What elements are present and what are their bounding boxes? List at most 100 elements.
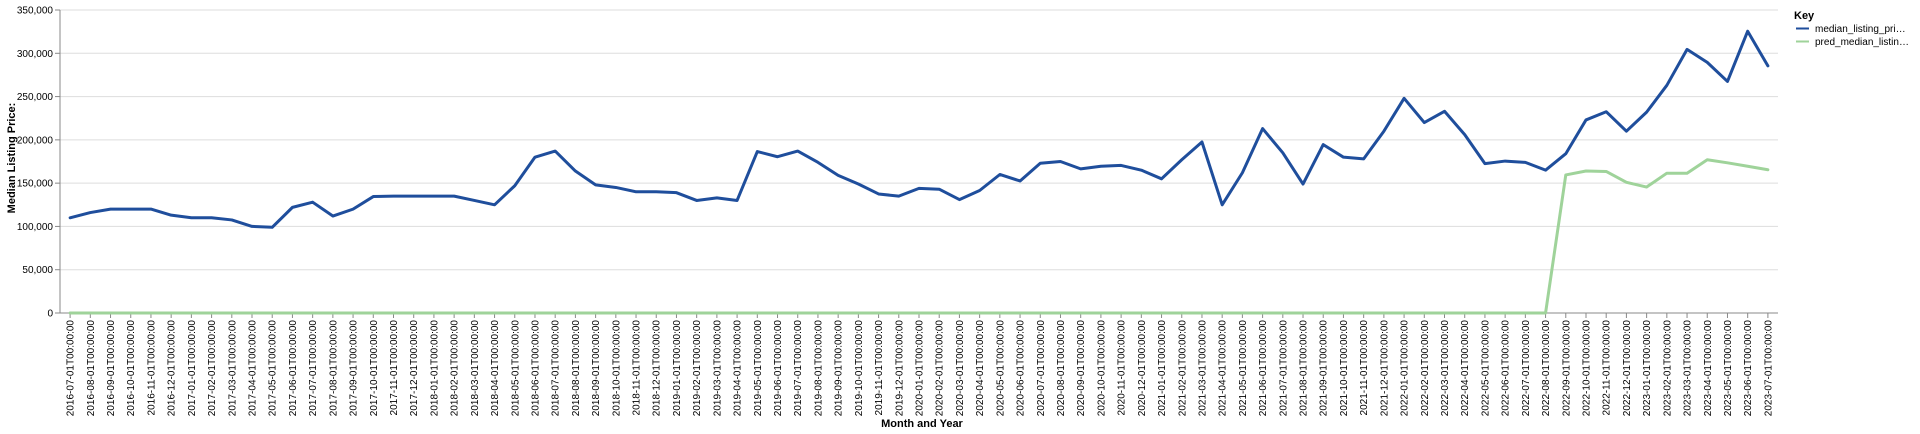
x-tick-label: 2021-06-01T00:00:00 xyxy=(1258,320,1269,417)
x-tick-label: 2023-05-01T00:00:00 xyxy=(1723,320,1734,417)
x-tick-label: 2020-04-01T00:00:00 xyxy=(975,320,986,417)
x-tick-label: 2017-09-01T00:00:00 xyxy=(349,320,360,417)
x-tick-label: 2022-04-01T00:00:00 xyxy=(1460,320,1471,417)
x-tick-label: 2017-10-01T00:00:00 xyxy=(369,320,380,417)
x-tick-label: 2022-01-01T00:00:00 xyxy=(1400,320,1411,417)
x-tick-label: 2022-06-01T00:00:00 xyxy=(1501,320,1512,417)
x-tick-label: 2020-06-01T00:00:00 xyxy=(1016,320,1027,417)
x-tick-label: 2018-07-01T00:00:00 xyxy=(551,320,562,417)
x-tick-label: 2018-09-01T00:00:00 xyxy=(591,320,602,417)
x-tick-label: 2018-02-01T00:00:00 xyxy=(450,320,461,417)
x-tick-label: 2019-12-01T00:00:00 xyxy=(894,320,905,417)
x-tick-label: 2022-05-01T00:00:00 xyxy=(1480,320,1491,417)
x-tick-label: 2017-05-01T00:00:00 xyxy=(268,320,279,417)
x-tick-label: 2022-07-01T00:00:00 xyxy=(1521,320,1532,417)
y-axis-title: Median Listing Price: xyxy=(6,103,18,214)
x-tick-label: 2021-08-01T00:00:00 xyxy=(1299,320,1310,417)
x-tick-label: 2020-03-01T00:00:00 xyxy=(955,320,966,417)
x-tick-label: 2018-06-01T00:00:00 xyxy=(530,320,541,417)
x-tick-label: 2022-02-01T00:00:00 xyxy=(1420,320,1431,417)
x-tick-label: 2016-12-01T00:00:00 xyxy=(167,320,178,417)
x-tick-label: 2019-09-01T00:00:00 xyxy=(834,320,845,417)
legend-title: Key xyxy=(1794,10,1815,22)
series-layer xyxy=(68,29,1770,315)
x-tick-label: 2017-12-01T00:00:00 xyxy=(409,320,420,417)
x-tick-label: 2017-06-01T00:00:00 xyxy=(288,320,299,417)
x-tick-label: 2019-05-01T00:00:00 xyxy=(753,320,764,417)
x-tick-label: 2022-09-01T00:00:00 xyxy=(1561,320,1572,417)
x-tick-label: 2022-08-01T00:00:00 xyxy=(1541,320,1552,417)
x-tick-label: 2022-12-01T00:00:00 xyxy=(1622,320,1633,417)
x-tick-label: 2021-02-01T00:00:00 xyxy=(1177,320,1188,417)
x-axis-title: Month and Year xyxy=(881,418,963,430)
x-tick-label: 2019-01-01T00:00:00 xyxy=(672,320,683,417)
x-tick-label: 2020-10-01T00:00:00 xyxy=(1096,320,1107,417)
x-tick-label: 2018-10-01T00:00:00 xyxy=(611,320,622,417)
x-tick-label: 2023-01-01T00:00:00 xyxy=(1642,320,1653,417)
y-tick-label: 350,000 xyxy=(17,6,54,17)
y-tick-label: 0 xyxy=(47,309,53,320)
x-tick-label: 2020-08-01T00:00:00 xyxy=(1056,320,1067,417)
x-tick-label: 2020-12-01T00:00:00 xyxy=(1137,320,1148,417)
x-tick-label: 2020-02-01T00:00:00 xyxy=(935,320,946,417)
x-tick-label: 2016-09-01T00:00:00 xyxy=(106,320,117,417)
x-tick-label: 2021-09-01T00:00:00 xyxy=(1319,320,1330,417)
x-tick-label: 2020-01-01T00:00:00 xyxy=(915,320,926,417)
x-tick-label: 2020-09-01T00:00:00 xyxy=(1076,320,1087,417)
x-tick-label: 2016-08-01T00:00:00 xyxy=(86,320,97,417)
x-tick-label: 2021-11-01T00:00:00 xyxy=(1359,320,1370,416)
x-tick-label: 2017-07-01T00:00:00 xyxy=(308,320,319,417)
x-tick-label: 2019-11-01T00:00:00 xyxy=(874,320,885,416)
x-tick-label: 2019-06-01T00:00:00 xyxy=(773,320,784,417)
x-tick-label: 2017-03-01T00:00:00 xyxy=(227,320,238,417)
x-tick-label: 2018-11-01T00:00:00 xyxy=(632,320,643,416)
x-tick-label: 2017-11-01T00:00:00 xyxy=(389,320,400,416)
y-tick-label: 100,000 xyxy=(17,222,54,233)
gridlines xyxy=(60,9,1778,314)
y-axis: 0 50,000 100,000 150,000 200,000 250,000 300,0… xyxy=(17,6,61,320)
x-tick-label: 2019-10-01T00:00:00 xyxy=(854,320,865,417)
x-tick-label: 2018-05-01T00:00:00 xyxy=(510,320,521,417)
x-tick-label: 2022-10-01T00:00:00 xyxy=(1581,320,1592,417)
x-tick-label: 2016-10-01T00:00:00 xyxy=(126,320,137,417)
x-tick-label: 2020-11-01T00:00:00 xyxy=(1117,320,1128,416)
x-tick-label: 2021-04-01T00:00:00 xyxy=(1218,320,1229,417)
x-tick-label: 2023-02-01T00:00:00 xyxy=(1662,320,1673,417)
y-tick-label: 300,000 xyxy=(17,49,54,60)
x-tick-label: 2016-07-01T00:00:00 xyxy=(66,320,77,417)
legend-label-2: pred_median_listin… xyxy=(1815,37,1909,48)
x-tick-label: 2023-07-01T00:00:00 xyxy=(1763,320,1774,417)
x-tick-label: 2016-11-01T00:00:00 xyxy=(146,320,157,416)
x-tick-label: 2022-03-01T00:00:00 xyxy=(1440,320,1451,417)
x-tick-label: 2017-04-01T00:00:00 xyxy=(248,320,259,417)
series-line-2 xyxy=(68,158,1770,315)
x-tick-label: 2018-04-01T00:00:00 xyxy=(490,320,501,417)
y-tick-label: 200,000 xyxy=(17,135,54,146)
x-tick-label: 2023-04-01T00:00:00 xyxy=(1703,320,1714,417)
x-tick-label: 2020-05-01T00:00:00 xyxy=(995,320,1006,417)
x-tick-label: 2021-05-01T00:00:00 xyxy=(1238,320,1249,417)
x-tick-label: 2017-02-01T00:00:00 xyxy=(207,320,218,417)
x-tick-label: 2020-07-01T00:00:00 xyxy=(1036,320,1047,417)
legend-label-1: median_listing_pri… xyxy=(1815,24,1906,35)
x-tick-label: 2021-10-01T00:00:00 xyxy=(1339,320,1350,417)
x-tick-label: 2019-03-01T00:00:00 xyxy=(712,320,723,417)
x-tick-label: 2019-02-01T00:00:00 xyxy=(692,320,703,417)
x-tick-label: 2018-01-01T00:00:00 xyxy=(429,320,440,417)
x-tick-label: 2019-04-01T00:00:00 xyxy=(733,320,744,417)
y-tick-label: 150,000 xyxy=(17,179,54,190)
x-tick-label: 2021-12-01T00:00:00 xyxy=(1379,320,1390,417)
y-tick-label: 50,000 xyxy=(22,265,53,276)
x-tick-label: 2018-03-01T00:00:00 xyxy=(470,320,481,417)
x-tick-label: 2017-01-01T00:00:00 xyxy=(187,320,198,417)
x-tick-label: 2021-03-01T00:00:00 xyxy=(1197,320,1208,417)
x-tick-label: 2017-08-01T00:00:00 xyxy=(328,320,339,417)
series-line-1 xyxy=(68,29,1770,229)
x-tick-label: 2023-06-01T00:00:00 xyxy=(1743,320,1754,417)
x-tick-label: 2018-12-01T00:00:00 xyxy=(652,320,663,417)
x-axis: 2016-07-01T00:00:00 2016-08-01T00:00:00 20… xyxy=(60,312,1778,417)
x-tick-label: 2021-07-01T00:00:00 xyxy=(1278,320,1289,417)
x-tick-label: 2019-08-01T00:00:00 xyxy=(813,320,824,417)
x-tick-label: 2019-07-01T00:00:00 xyxy=(793,320,804,417)
